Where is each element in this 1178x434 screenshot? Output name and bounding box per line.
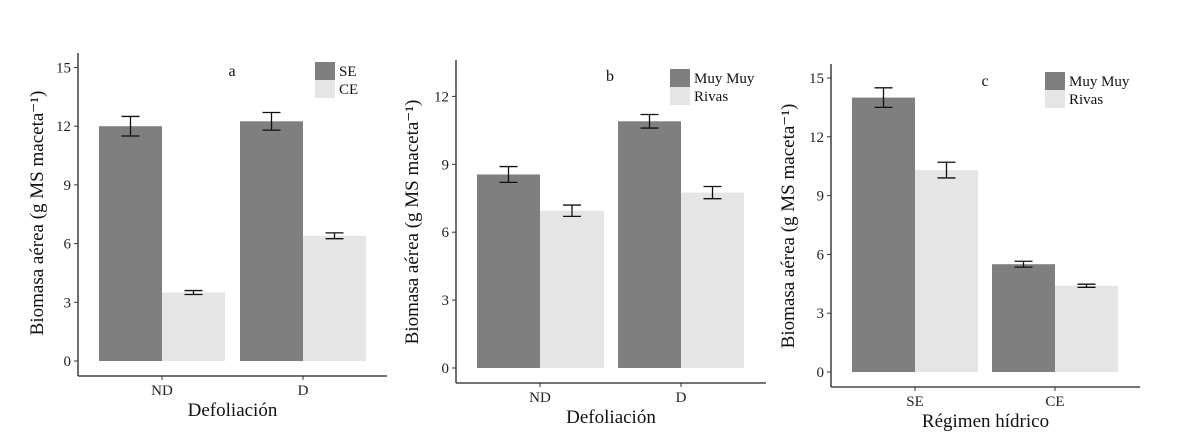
bar [915,170,978,372]
x-tick-label: SE [906,394,924,410]
bar [540,210,604,368]
panel-label: b [606,68,614,85]
y-tick-label: 9 [64,178,72,194]
x-axis-label: Defoliación [188,400,278,421]
legend-swatch [1045,90,1065,108]
y-tick-label: 3 [442,293,450,309]
y-tick-label: 0 [817,365,825,381]
y-tick-label: 15 [56,61,71,77]
x-axis-label: Régimen hídrico [922,411,1049,432]
x-tick-label: ND [151,383,173,399]
bar [240,121,303,361]
bar [618,121,681,369]
bar [1055,285,1118,372]
y-axis-label: Biomasa aérea (g MS maceta⁻¹) [27,91,48,336]
x-tick-label: D [676,390,687,406]
x-tick-label: CE [1045,394,1064,410]
legend-label: SE [339,64,357,80]
panel-a: ND D 0 3 6 9 12 15 Defoliación Biomasa aérea (g M… [27,53,387,421]
legend-swatch [1045,72,1065,90]
y-tick-label: 12 [56,119,71,135]
y-tick-label: 0 [64,354,72,370]
y-tick-label: 0 [442,361,450,377]
bar [303,235,366,361]
y-tick-label: 9 [817,189,825,205]
panel-label: a [228,63,235,80]
y-tick-label: 6 [442,225,450,241]
y-tick-label: 15 [809,71,824,87]
x-tick-label: ND [529,390,551,406]
bar [852,97,915,372]
legend-swatch [670,69,690,87]
y-tick-label: 6 [817,247,825,263]
y-tick-label: 9 [442,157,450,173]
bar [477,174,540,368]
legend-label: Rivas [1069,92,1103,108]
y-tick-label: 3 [817,306,825,322]
legend-label: Rivas [694,89,728,105]
bar [681,192,744,368]
y-tick-label: 12 [434,89,449,105]
x-axis-label: Defoliación [566,407,656,428]
bar [992,264,1055,372]
y-tick-label: 6 [64,237,72,253]
legend-label: Muy Muy [1069,74,1130,90]
legend-swatch [670,87,690,105]
y-tick-label: 3 [64,295,72,311]
legend-swatch [315,80,335,98]
bar [162,292,225,361]
y-axis-label: Biomasa aérea (g MS maceta⁻¹) [778,104,799,349]
legend-label: Muy Muy [694,71,755,87]
bar [99,126,162,361]
y-axis-label: Biomasa aérea (g MS maceta⁻¹) [402,100,423,345]
y-tick-label: 12 [809,130,824,146]
legend-label: CE [339,82,358,98]
x-tick-label: D [298,383,309,399]
panel-b: ND D 0 3 6 9 12 Defoliación Biomasa aérea (g MS … [402,60,766,428]
panel-label: c [981,73,988,90]
panel-c: SE CE 0 3 6 9 12 15 Régimen hídrico Biomasa aérea… [778,64,1140,432]
legend-swatch [315,62,335,80]
